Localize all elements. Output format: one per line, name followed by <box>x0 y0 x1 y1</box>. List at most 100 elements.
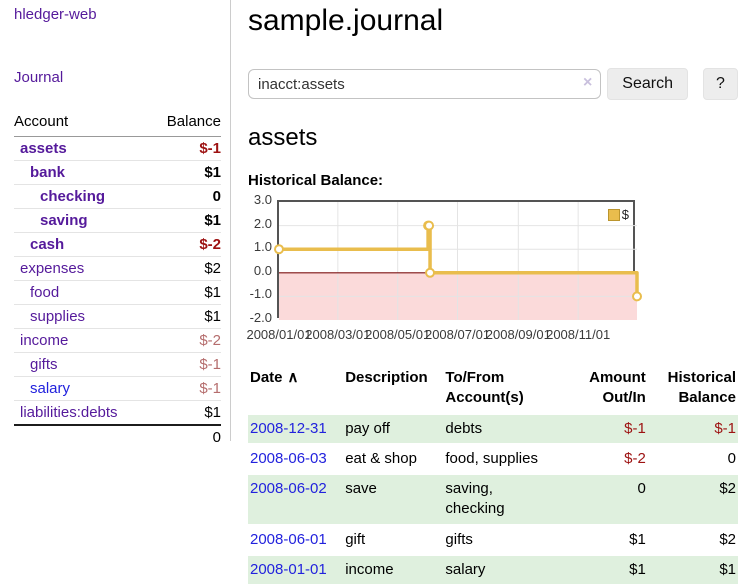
account-row-saving: saving $1 <box>14 208 221 233</box>
register-row: 2008-01-01 income salary $1 $1 <box>248 554 738 586</box>
register-row: 2008-12-31 pay off debts $-1 $-1 <box>248 414 738 445</box>
account-balance: $-2 <box>149 328 221 353</box>
y-axis-tick-label: 0.0 <box>253 262 272 278</box>
account-balance: 0 <box>149 184 221 209</box>
y-axis-tick-label: -1.0 <box>249 286 272 302</box>
account-balance: $-1 <box>149 136 221 161</box>
accounts-header-account: Account <box>14 110 150 137</box>
legend-swatch-icon <box>607 208 620 221</box>
account-link-food[interactable]: food <box>30 284 60 301</box>
account-balance: $-2 <box>149 232 221 257</box>
register-amount: $-1 <box>583 414 648 445</box>
account-row-gifts: gifts $-1 <box>14 352 221 377</box>
register-date-link[interactable]: 2008-12-31 <box>250 419 327 437</box>
account-link-salary[interactable]: salary <box>30 380 71 397</box>
register-col-date[interactable]: Date ∧ <box>250 369 299 386</box>
accounts-total-row: 0 <box>14 424 221 449</box>
accounts-table: Account Balance assets $-1 bank $1 checking 0… <box>14 110 221 449</box>
chart-canvas <box>274 202 642 320</box>
account-link-saving[interactable]: saving <box>40 212 88 229</box>
y-axis-tick-label: -2.0 <box>249 310 272 325</box>
y-axis-tick-label: 1.0 <box>253 239 272 255</box>
chart-legend: $ <box>605 206 631 223</box>
account-link-cash[interactable]: cash <box>30 236 65 253</box>
register-header-row: Date ∧ Description To/From Account(s) Amount O… <box>248 366 738 415</box>
sidebar: hledger-web Journal Account Balance asse… <box>0 0 231 449</box>
account-row-liabilities-debts: liabilities:debts $1 <box>14 401 221 426</box>
register-date-link[interactable]: 2008-06-01 <box>250 530 327 548</box>
x-axis-tick-label: 2008/05/01 <box>365 327 431 342</box>
account-row-cash: cash $-2 <box>14 232 221 257</box>
account-row-expenses: expenses $2 <box>14 256 221 281</box>
register-table: Date ∧ Description To/From Account(s) Amount O… <box>248 366 738 586</box>
balance-chart: $ 3.0 2.0 1.0 0.0 -1.0 -2.0 2008/01/01 2008/03/… <box>246 192 738 346</box>
x-axis-tick-label: 2008/11/01 <box>546 327 611 342</box>
register-amount: $1 <box>583 524 648 556</box>
register-date-link[interactable]: 2008-01-01 <box>250 560 327 578</box>
account-heading: assets <box>248 124 318 151</box>
account-row-bank: bank $1 <box>14 160 221 185</box>
help-button[interactable]: ? <box>703 68 738 100</box>
register-description: income <box>343 554 444 586</box>
register-accounts: saving, checking <box>445 480 505 518</box>
account-link-supplies[interactable]: supplies <box>30 308 86 325</box>
register-date-link[interactable]: 2008-06-02 <box>250 480 327 497</box>
account-balance: $1 <box>149 304 221 329</box>
register-balance: $-1 <box>647 414 738 445</box>
account-balance: $2 <box>149 256 221 281</box>
search-box: × <box>248 69 602 99</box>
account-balance: $1 <box>149 160 221 185</box>
register-amount: $-2 <box>583 443 648 476</box>
register-balance: $1 <box>647 554 738 586</box>
account-link-gifts[interactable]: gifts <box>30 356 58 373</box>
accounts-body: assets $-1 bank $1 checking 0 saving $1 cash $-2 e… <box>14 136 221 426</box>
x-axis-tick-label: 2008/01/01 <box>246 327 312 342</box>
register-body: 2008-12-31 pay off debts $-1 $-1 2008-06-03 ea… <box>248 414 738 586</box>
account-balance: $1 <box>149 280 221 305</box>
account-link-checking[interactable]: checking <box>40 188 106 205</box>
nav-journal: Journal <box>14 69 221 86</box>
account-link-income[interactable]: income <box>20 332 69 349</box>
account-balance: $1 <box>149 208 221 233</box>
search-button[interactable]: Search <box>607 68 688 100</box>
account-link-liabilities-debts[interactable]: liabilities:debts <box>20 404 118 421</box>
accounts-total-value: 0 <box>149 424 221 449</box>
sort-ascending-icon[interactable]: ∧ <box>287 369 299 386</box>
register-date-link[interactable]: 2008-06-03 <box>250 449 327 467</box>
register-balance: $2 <box>647 474 738 526</box>
search-form: × Search ? <box>248 68 738 100</box>
account-balance: $1 <box>204 404 221 421</box>
register-col-historical-balance: Historical Balance <box>667 369 736 407</box>
account-link-expenses[interactable]: expenses <box>20 260 85 277</box>
account-row-supplies: supplies $1 <box>14 304 221 329</box>
account-row-checking: checking 0 <box>14 184 221 209</box>
account-row-salary: salary $-1 <box>14 376 221 401</box>
register-description: eat & shop <box>343 443 444 476</box>
account-link-bank[interactable]: bank <box>30 164 66 181</box>
register-balance: 0 <box>647 443 738 476</box>
nav-journal-link[interactable]: Journal <box>14 69 64 86</box>
register-col-amount-out-in: Amount Out/In <box>589 369 646 407</box>
chart-label: Historical Balance: <box>248 172 384 189</box>
account-link-assets[interactable]: assets <box>20 140 67 157</box>
app-title: hledger-web <box>14 6 221 23</box>
main-panel: sample.journal × Search ? assets Histori… <box>246 0 738 586</box>
page-title: sample.journal <box>248 4 444 37</box>
account-balance: $-1 <box>149 376 221 401</box>
account-balance: $-1 <box>149 352 221 377</box>
register-amount: $1 <box>583 554 648 586</box>
account-row-assets: assets $-1 <box>14 136 221 161</box>
register-col-to-from-account-s-: To/From Account(s) <box>445 369 524 407</box>
account-row-income: income $-2 <box>14 328 221 353</box>
register-description: pay off <box>343 414 444 445</box>
register-amount: 0 <box>583 474 648 526</box>
search-input[interactable] <box>248 69 602 99</box>
register-accounts: debts <box>445 419 483 437</box>
register-row: 2008-06-03 eat & shop food, supplies $-2 0 <box>248 443 738 476</box>
clear-search-icon[interactable]: × <box>582 74 593 91</box>
register-balance: $2 <box>647 524 738 556</box>
app-title-link[interactable]: hledger-web <box>14 6 97 23</box>
y-axis-tick-label: 2.0 <box>253 215 272 231</box>
register-description: gift <box>343 524 444 556</box>
register-row: 2008-06-02 save saving, checking 0 $2 <box>248 474 738 526</box>
